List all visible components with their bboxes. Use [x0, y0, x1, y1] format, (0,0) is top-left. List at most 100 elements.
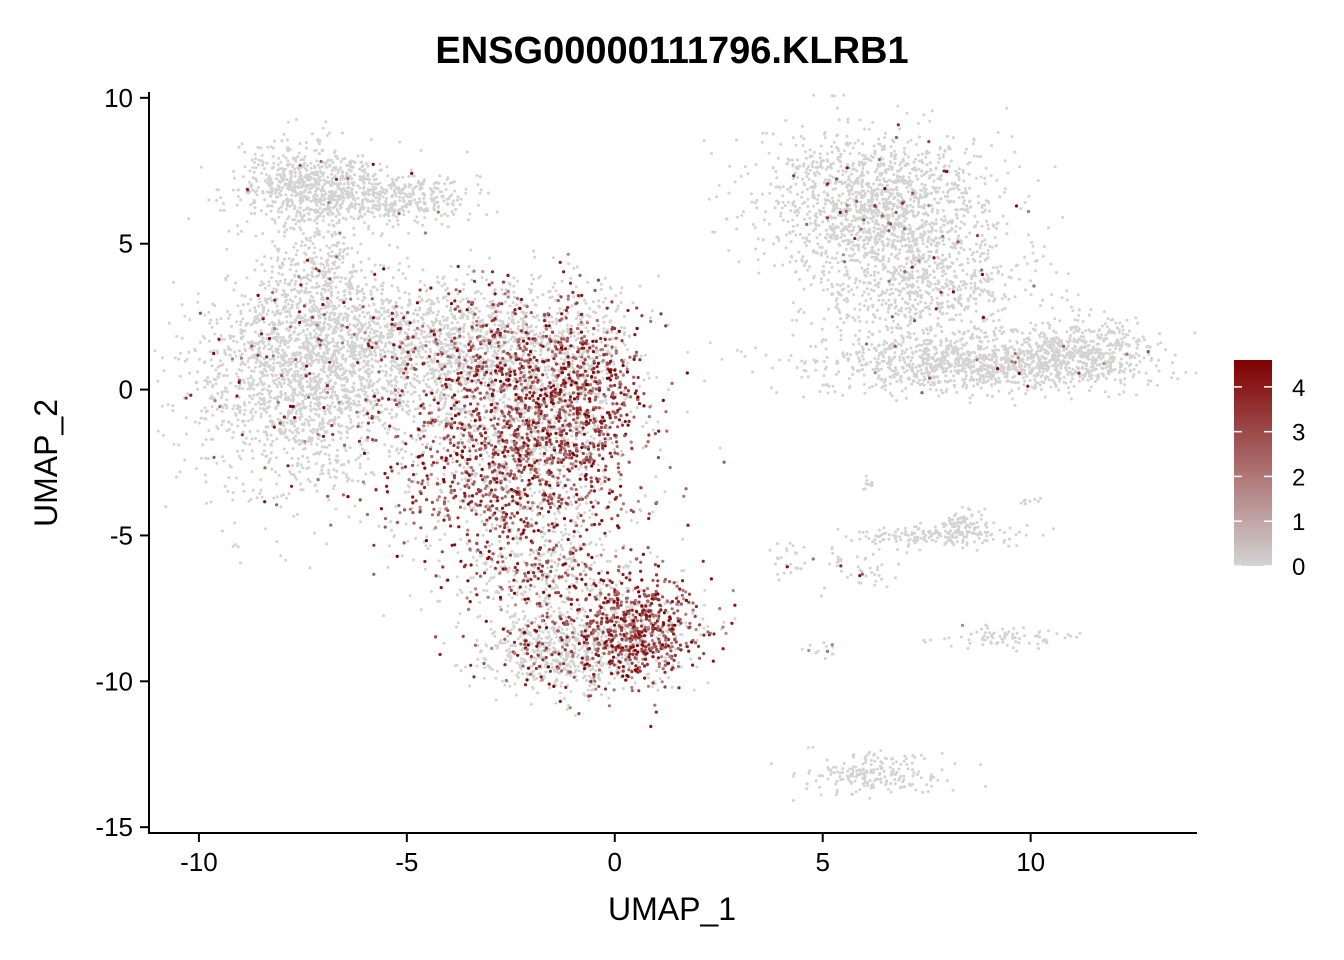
cell-point	[161, 433, 165, 437]
cell-point	[271, 379, 275, 383]
cell-point	[235, 320, 239, 324]
cell-point	[299, 214, 303, 218]
cell-point	[279, 505, 283, 509]
cell-point	[567, 262, 571, 266]
cell-point	[328, 315, 331, 319]
cell-point	[236, 188, 240, 192]
cell-point	[359, 322, 363, 326]
cell-point	[323, 438, 327, 442]
cell-point	[508, 281, 511, 285]
cell-point	[557, 541, 561, 544]
cell-point	[323, 359, 327, 363]
cell-point	[332, 344, 336, 348]
cell-point	[392, 190, 396, 193]
cell-point	[294, 337, 298, 341]
cell-point	[242, 489, 246, 493]
cell-point	[216, 392, 220, 395]
cell-point	[369, 471, 373, 475]
cell-point	[357, 320, 361, 324]
cell-point	[376, 391, 380, 395]
cell-point	[363, 170, 367, 174]
cell-point	[318, 214, 322, 218]
cell-point	[369, 379, 373, 382]
cell-point	[393, 360, 397, 364]
cell-point	[454, 208, 458, 212]
cell-point	[187, 217, 191, 221]
cell-point	[503, 300, 507, 304]
cell-point	[572, 334, 576, 338]
cell-point	[313, 179, 317, 183]
cell-point	[299, 174, 303, 178]
cell-point	[508, 304, 512, 308]
cell-point	[533, 344, 536, 348]
cell-point	[322, 364, 326, 368]
cell-point	[506, 454, 510, 458]
cell-point	[551, 256, 555, 260]
cell-point	[339, 377, 343, 381]
cell-point	[283, 234, 287, 238]
cell-point	[335, 361, 339, 365]
cell-point	[355, 191, 358, 194]
cell-point	[372, 381, 376, 385]
cell-point	[341, 357, 345, 361]
cell-point	[291, 218, 295, 222]
cell-point	[232, 430, 236, 434]
cell-point	[298, 211, 302, 215]
cell-point	[185, 432, 188, 436]
cell-point	[308, 351, 312, 355]
cell-point	[533, 385, 536, 389]
cell-point	[281, 200, 285, 204]
cell-point	[357, 203, 361, 206]
cell-point	[225, 390, 229, 394]
cell-point	[335, 469, 339, 473]
cell-point	[325, 445, 329, 449]
cell-point	[475, 329, 479, 333]
cell-point	[407, 175, 411, 178]
cell-point	[277, 332, 280, 336]
cell-point	[547, 368, 551, 372]
cell-point	[299, 202, 303, 205]
cell-point	[407, 343, 411, 347]
cell-point	[464, 187, 468, 191]
cell-point	[186, 392, 190, 396]
cell-point	[250, 158, 254, 162]
cell-point	[355, 269, 359, 273]
cell-point	[315, 274, 319, 278]
cell-point	[599, 288, 603, 291]
cell-point	[228, 334, 232, 338]
cell-point	[427, 335, 431, 339]
cell-point	[349, 336, 353, 340]
cell-point	[307, 423, 311, 427]
cell-point	[305, 359, 309, 363]
cell-point	[321, 186, 325, 190]
cell-point	[462, 369, 466, 373]
cell-point	[241, 449, 245, 452]
cell-point	[314, 201, 318, 205]
cell-point	[364, 350, 367, 354]
cell-point	[282, 132, 286, 136]
cell-point	[341, 261, 345, 264]
cell-point	[227, 420, 231, 424]
cell-point	[267, 347, 271, 351]
cell-point	[444, 344, 448, 348]
cell-point	[300, 414, 304, 418]
cell-point	[198, 357, 201, 361]
cell-point	[285, 202, 289, 206]
cell-point	[361, 207, 365, 211]
cell-point	[337, 334, 341, 338]
cell-point	[328, 246, 332, 250]
cell-point	[266, 400, 270, 404]
cell-point	[381, 348, 385, 352]
cell-point	[289, 419, 293, 423]
cell-point	[335, 454, 339, 458]
cell-point	[347, 182, 350, 186]
cell-point	[402, 319, 406, 323]
cell-point	[329, 281, 333, 285]
cell-point	[352, 173, 356, 177]
cell-point	[280, 348, 284, 352]
cell-point	[271, 240, 274, 244]
cell-point	[320, 307, 323, 310]
cell-point	[418, 306, 422, 310]
cell-point	[304, 176, 308, 180]
cell-point	[368, 331, 372, 334]
